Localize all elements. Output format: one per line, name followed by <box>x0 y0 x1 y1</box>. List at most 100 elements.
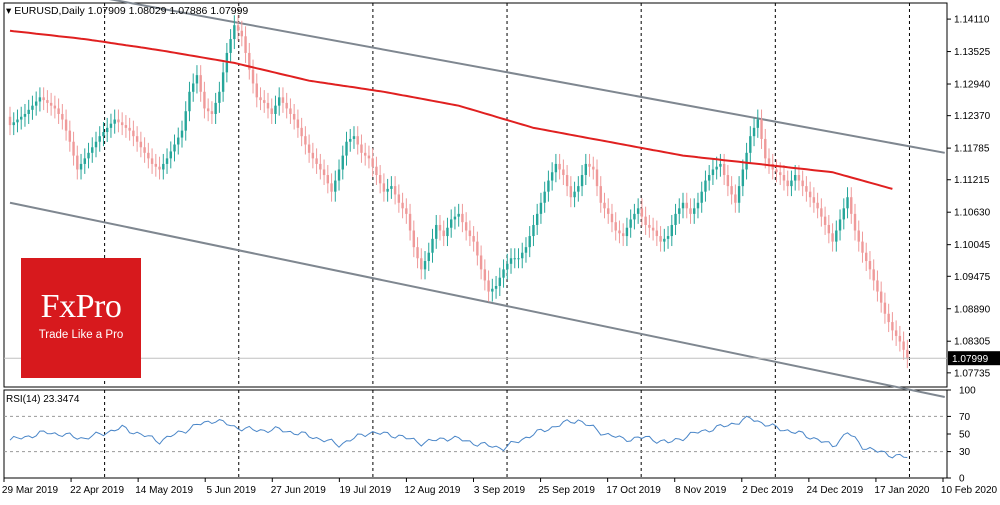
candle-body <box>782 175 786 181</box>
candle-body <box>98 136 101 142</box>
candle-body <box>349 138 352 142</box>
candle-body <box>124 125 128 128</box>
candle-body <box>371 158 374 167</box>
candle-body <box>229 39 232 53</box>
candle-body <box>453 216 457 220</box>
candle-body <box>278 97 281 106</box>
candle-body <box>72 141 75 156</box>
candle-body <box>64 119 68 131</box>
candle-body <box>120 122 124 126</box>
rsi-title: RSI(14) 23.3474 <box>6 394 80 405</box>
candle-body <box>535 213 539 225</box>
last-price-box <box>948 351 1000 366</box>
candle-body <box>808 191 812 198</box>
candle-body <box>274 105 277 114</box>
moving-average-layer <box>9 29 893 190</box>
candle-body <box>378 175 382 184</box>
candle-body <box>663 238 666 242</box>
candle-body <box>449 219 453 228</box>
candle-body <box>192 83 195 92</box>
candle-body <box>636 208 640 214</box>
candle-body <box>292 113 296 120</box>
candle-body <box>539 202 543 214</box>
candle-body <box>461 213 464 223</box>
candle-body <box>27 109 30 114</box>
candle-body <box>681 202 685 209</box>
candle-body <box>322 169 326 176</box>
x-tick-label: 5 Jun 2019 <box>206 485 256 496</box>
candle-body <box>401 202 404 209</box>
candle-body <box>352 136 356 139</box>
logo-tagline: Trade Like a Pro <box>38 329 124 341</box>
candle-body <box>565 175 569 187</box>
candle-body <box>319 163 322 170</box>
candle-body <box>865 252 868 262</box>
candle-body <box>573 191 576 198</box>
candle-body <box>289 108 292 114</box>
x-tick-label: 2 Dec 2019 <box>742 485 794 496</box>
candle-body <box>147 152 150 159</box>
candle-body <box>296 119 300 128</box>
candle-body <box>20 116 23 120</box>
candle-body <box>726 175 730 187</box>
candle-body <box>521 252 524 259</box>
candle-body <box>850 197 853 214</box>
candle-body <box>861 241 864 253</box>
main-panel-frame <box>3 2 948 388</box>
candle-body <box>670 224 673 237</box>
y-tick-label: 1.08305 <box>954 337 991 348</box>
candle-body <box>472 236 475 242</box>
candle-body <box>405 208 408 214</box>
candle-body <box>38 97 42 102</box>
candle-body <box>34 101 38 106</box>
candle-body <box>752 127 756 137</box>
candle-body <box>603 202 606 209</box>
channel-upper-line <box>108 0 945 154</box>
y-tick-label: 1.13525 <box>954 47 991 58</box>
candle-body <box>263 100 266 103</box>
candle-body <box>102 132 105 137</box>
candle-body <box>158 166 161 170</box>
candle-body <box>285 102 288 109</box>
candle-body <box>524 247 528 253</box>
candle-body <box>173 144 176 152</box>
candle-body <box>53 105 57 109</box>
candle-body <box>386 188 389 192</box>
candle-body <box>165 158 169 164</box>
candle-body <box>300 127 303 137</box>
moving-average-line <box>9 29 893 190</box>
candle-body <box>666 236 670 239</box>
candle-body <box>532 224 535 237</box>
candle-body <box>823 216 827 225</box>
candle-body <box>509 258 513 264</box>
candle-body <box>106 127 109 133</box>
candle-body <box>838 219 842 231</box>
candle-body <box>722 163 726 176</box>
candle-body <box>831 233 834 242</box>
candle-body <box>132 130 135 137</box>
candle-body <box>696 202 700 209</box>
candle-body <box>820 208 823 217</box>
candle-body <box>360 144 363 153</box>
candle-body <box>431 238 434 253</box>
candle-body <box>801 180 804 187</box>
x-tick-label: 19 Jul 2019 <box>339 485 391 496</box>
y-tick-label: 1.14110 <box>954 15 990 26</box>
x-tick-label: 14 May 2019 <box>135 485 193 496</box>
candle-body <box>266 102 270 109</box>
candle-body <box>427 252 430 262</box>
candle-body <box>135 136 139 142</box>
candle-body <box>442 230 445 237</box>
x-tick-label: 27 Jun 2019 <box>271 485 326 496</box>
candle-body <box>483 269 487 281</box>
candle-body <box>513 258 516 260</box>
candle-body <box>872 269 875 281</box>
y-tick-label: 1.10630 <box>954 208 991 219</box>
candle-body <box>203 91 206 109</box>
candle-body <box>68 130 72 142</box>
candle-body <box>659 236 662 242</box>
x-tick-label: 25 Sep 2019 <box>538 485 595 496</box>
candle-body <box>771 163 774 170</box>
candle-body <box>704 180 707 192</box>
candle-body <box>902 341 905 350</box>
